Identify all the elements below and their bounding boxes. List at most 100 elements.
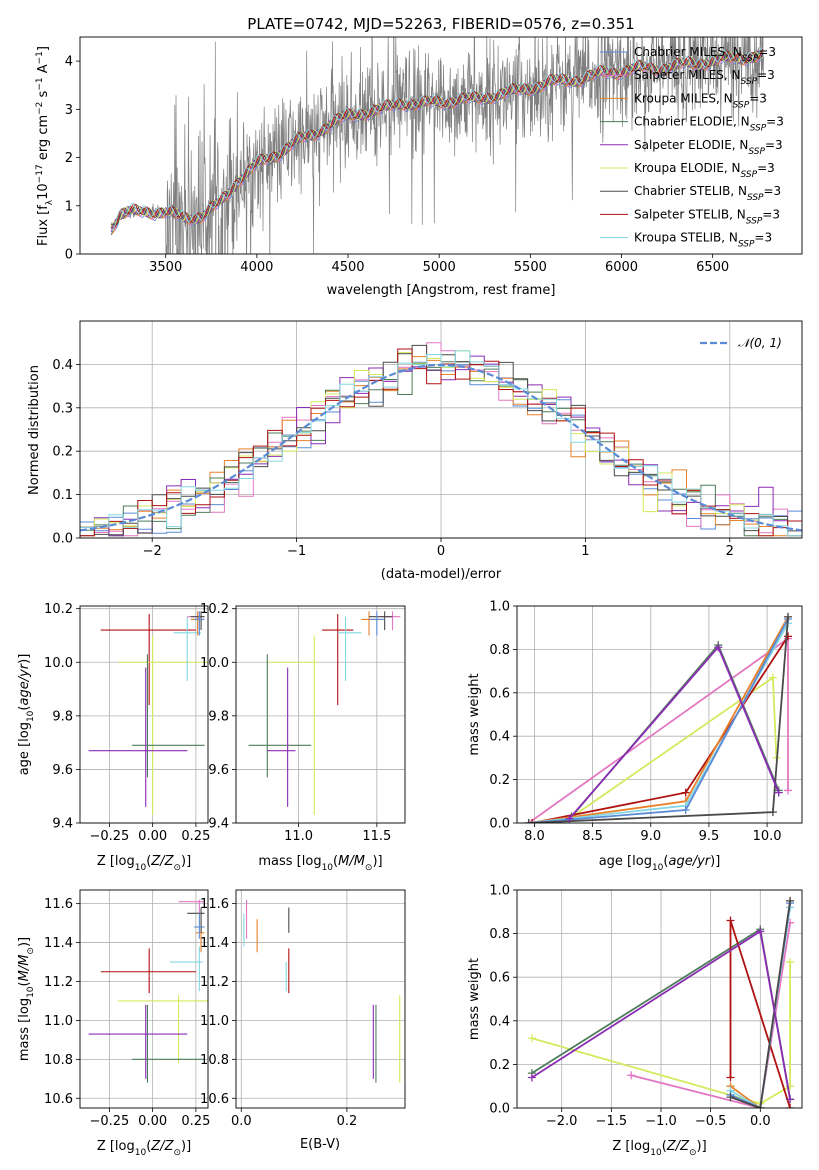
axes-mass_vs_Z: −0.25 0.00 0.25 10.6 10.8 11.0 11.2 11.4 11.6 Z [… [17,889,210,1158]
y-tick-label: 0.4 [52,358,73,373]
x-tick-label: 0.00 [138,1114,167,1129]
x-axis-label: E(B-V) [300,1137,340,1152]
y-tick-label: 9.6 [208,763,229,778]
weight-line [730,900,791,1108]
plot-area-weight_vs_age [524,612,793,823]
x-tick-label: 11.0 [284,829,313,844]
legend-label: Kroupa STELIB, NSSP=3 [634,231,772,250]
weight-marker [565,814,574,823]
weight-marker [786,1104,795,1108]
x-axis-label: wavelength [Angstrom, rest frame] [327,283,556,298]
y-tick-label: 0 [65,248,73,263]
x-tick-label: −1.0 [645,1114,677,1129]
model-line [110,47,764,232]
plot-area-age_vs_mass [248,611,401,815]
y-tick-label: 0.6 [489,971,510,986]
x-tick-label: −0.5 [695,1114,727,1129]
axes-spectrum: 3500 4000 4500 5000 5500 6000 6500 0 1 2 3 4 Chabrie… [35,36,803,298]
y-tick-label: 0.1 [52,488,73,503]
x-tick-label: 0.0 [750,1114,771,1129]
x-tick-label: −0.25 [89,1114,129,1129]
y-tick-label: 0.2 [52,445,73,460]
plots: 3500 4000 4500 5000 5500 6000 6500 0 1 2 3 4 Chabrie… [17,36,803,1158]
x-axis-label: mass [log10(M/M⊙)] [258,854,382,873]
axes-frame [235,889,406,1109]
y-tick-label: 9.4 [52,817,73,832]
axes-weight_vs_Z: −2.0 −1.5 −1.0 −0.5 0.0 0.0 0.2 0.4 0.6 0.8 1.0 Z [… [467,884,803,1158]
y-tick-label: 0.4 [489,1014,510,1029]
y-tick-label: 0.2 [489,773,510,788]
weight-marker [524,819,533,823]
y-tick-label: 1.0 [489,884,510,899]
x-tick-label: 11.5 [362,829,391,844]
axes-mass_vs_ebv: 0.0 0.2 10.6 10.8 11.0 11.2 11.4 11.6 [200,889,406,1129]
weight-marker [774,788,783,797]
y-tick-label: 9.4 [208,817,229,832]
weight-line [630,922,791,1108]
x-tick-label: −0.25 [89,829,129,844]
x-tick-label: 0.25 [181,829,210,844]
weight-line [531,961,791,1105]
y-tick-label: 3 [65,103,73,118]
y-tick-label: 10.8 [200,1053,229,1068]
legend-label: Kroupa MILES, NSSP=3 [634,91,767,110]
y-tick-label: 11.0 [200,1014,229,1029]
y-axis-label: Flux [fλ10−17 erg cm−2 s−1 A−1] [35,46,55,246]
x-axis-label: age [log10(age/yr)] [599,854,721,873]
x-axis-label: Z [log10(Z/Z⊙)] [612,1139,706,1158]
histogram-kroupa-stelib [80,350,802,537]
y-tick-label: 0.0 [489,1102,510,1117]
y-tick-label: 9.6 [52,763,73,778]
x-tick-label: 8.5 [582,829,603,844]
weight-line [568,645,780,820]
legend-label: 𝒩(0, 1) [738,336,782,350]
axes-frame [516,889,803,1109]
axes-frame [79,320,803,539]
weight-marker [527,1073,536,1082]
x-tick-label: 1 [581,544,589,559]
y-axis-label: mass weight [467,958,482,1040]
x-tick-label: 5500 [514,260,547,275]
x-tick-label: 9.5 [699,829,720,844]
y-tick-label: 11.6 [200,897,229,912]
y-tick-label: 4 [65,55,73,70]
y-tick-label: 0.4 [489,730,510,745]
x-axis-label: Z [log10(Z/Z⊙)] [97,1139,191,1158]
weight-line [571,643,780,818]
data-spectrum [110,37,764,254]
y-tick-label: 2 [65,151,73,166]
x-tick-label: 6000 [605,260,638,275]
weight-marker [784,786,793,795]
x-tick-label: 10.0 [753,829,782,844]
x-tick-label: −1 [287,544,306,559]
legend-label: Chabrier ELODIE, NSSP=3 [634,115,784,134]
plot-area-weight_vs_Z [527,896,795,1108]
legend-label: Salpeter MILES, NSSP=3 [634,68,775,87]
axes-frame [235,605,406,824]
weight-marker [786,896,795,905]
legend-label: Chabrier MILES, NSSP=3 [634,45,776,64]
normal-curve [80,363,802,532]
y-tick-label: 11.4 [200,936,229,951]
y-tick-label: 1.0 [489,600,510,615]
x-tick-label: 0.00 [138,829,167,844]
y-axis-label: mass [log10(M/M⊙)] [17,937,36,1061]
x-tick-label: 0.0 [231,1114,252,1129]
y-tick-label: 11.0 [44,1014,73,1029]
plot-area-mass_vs_Z [88,899,208,1083]
legend-label: Kroupa ELODIE, NSSP=3 [634,161,775,180]
histogram-salpeter-stelib [80,348,802,537]
y-tick-label: 0.0 [489,817,510,832]
legend-label: Salpeter STELIB, NSSP=3 [634,207,780,226]
x-tick-label: 0 [437,544,445,559]
y-tick-label: 10.6 [200,1092,229,1107]
y-tick-label: 0.0 [52,532,73,547]
x-axis-label: (data-model)/error [381,567,502,582]
axes-age_vs_mass: 11.0 11.5 9.4 9.6 9.8 10.0 10.2 mass [log10(M/M… [200,602,406,873]
axes-age_vs_Z: −0.25 0.00 0.25 9.4 9.6 9.8 10.0 10.2 Z [log10(Z… [17,602,210,873]
weight-marker [714,643,723,652]
plot-area-spectrum [110,37,764,254]
weight-line [528,636,789,823]
weight-marker [786,957,795,966]
